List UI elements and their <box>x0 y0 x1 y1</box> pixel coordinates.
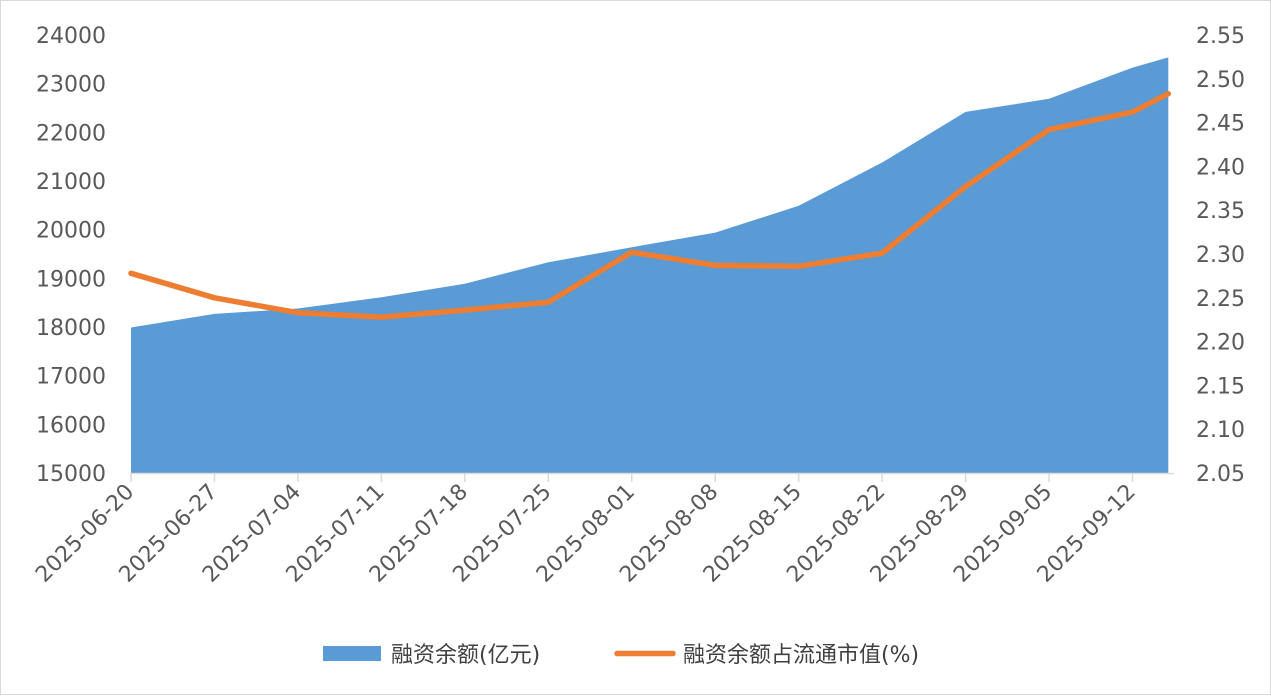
y-left-tick-label: 21000 <box>36 170 106 195</box>
y-right-tick-label: 2.45 <box>1196 112 1245 137</box>
y-right-tick-label: 2.55 <box>1196 24 1245 49</box>
y-right-tick-label: 2.40 <box>1196 155 1245 180</box>
y-left-tick-label: 23000 <box>36 73 106 98</box>
legend-swatch-area <box>323 646 381 661</box>
line-series-financing-ratio <box>128 90 1172 320</box>
y-left-tick-label: 22000 <box>36 121 106 146</box>
y-left-tick-label: 18000 <box>36 316 106 341</box>
y-left-tick-label: 15000 <box>36 462 106 487</box>
y-right-tick-label: 2.50 <box>1196 68 1245 93</box>
y-right-tick-label: 2.35 <box>1196 199 1245 224</box>
y-left-tick-label: 17000 <box>36 365 106 390</box>
y-right-tick-label: 2.20 <box>1196 331 1245 356</box>
y-left-tick-label: 24000 <box>36 24 106 49</box>
y-right-tick-label: 2.30 <box>1196 243 1245 268</box>
legend-label-financing-balance: 融资余额(亿元) <box>391 643 540 668</box>
legend-label-financing-ratio: 融资余额占流通市值(%) <box>683 643 919 668</box>
y-right-tick-label: 2.10 <box>1196 418 1245 443</box>
y-left-tick-label: 19000 <box>36 267 106 292</box>
y-right-tick-label: 2.05 <box>1196 462 1245 487</box>
y-right-tick-label: 2.25 <box>1196 287 1245 312</box>
y-right-tick-label: 2.15 <box>1196 374 1245 399</box>
y-left-tick-label: 16000 <box>36 413 106 438</box>
y-left-tick-label: 20000 <box>36 219 106 244</box>
area-series-financing-balance <box>131 57 1169 474</box>
